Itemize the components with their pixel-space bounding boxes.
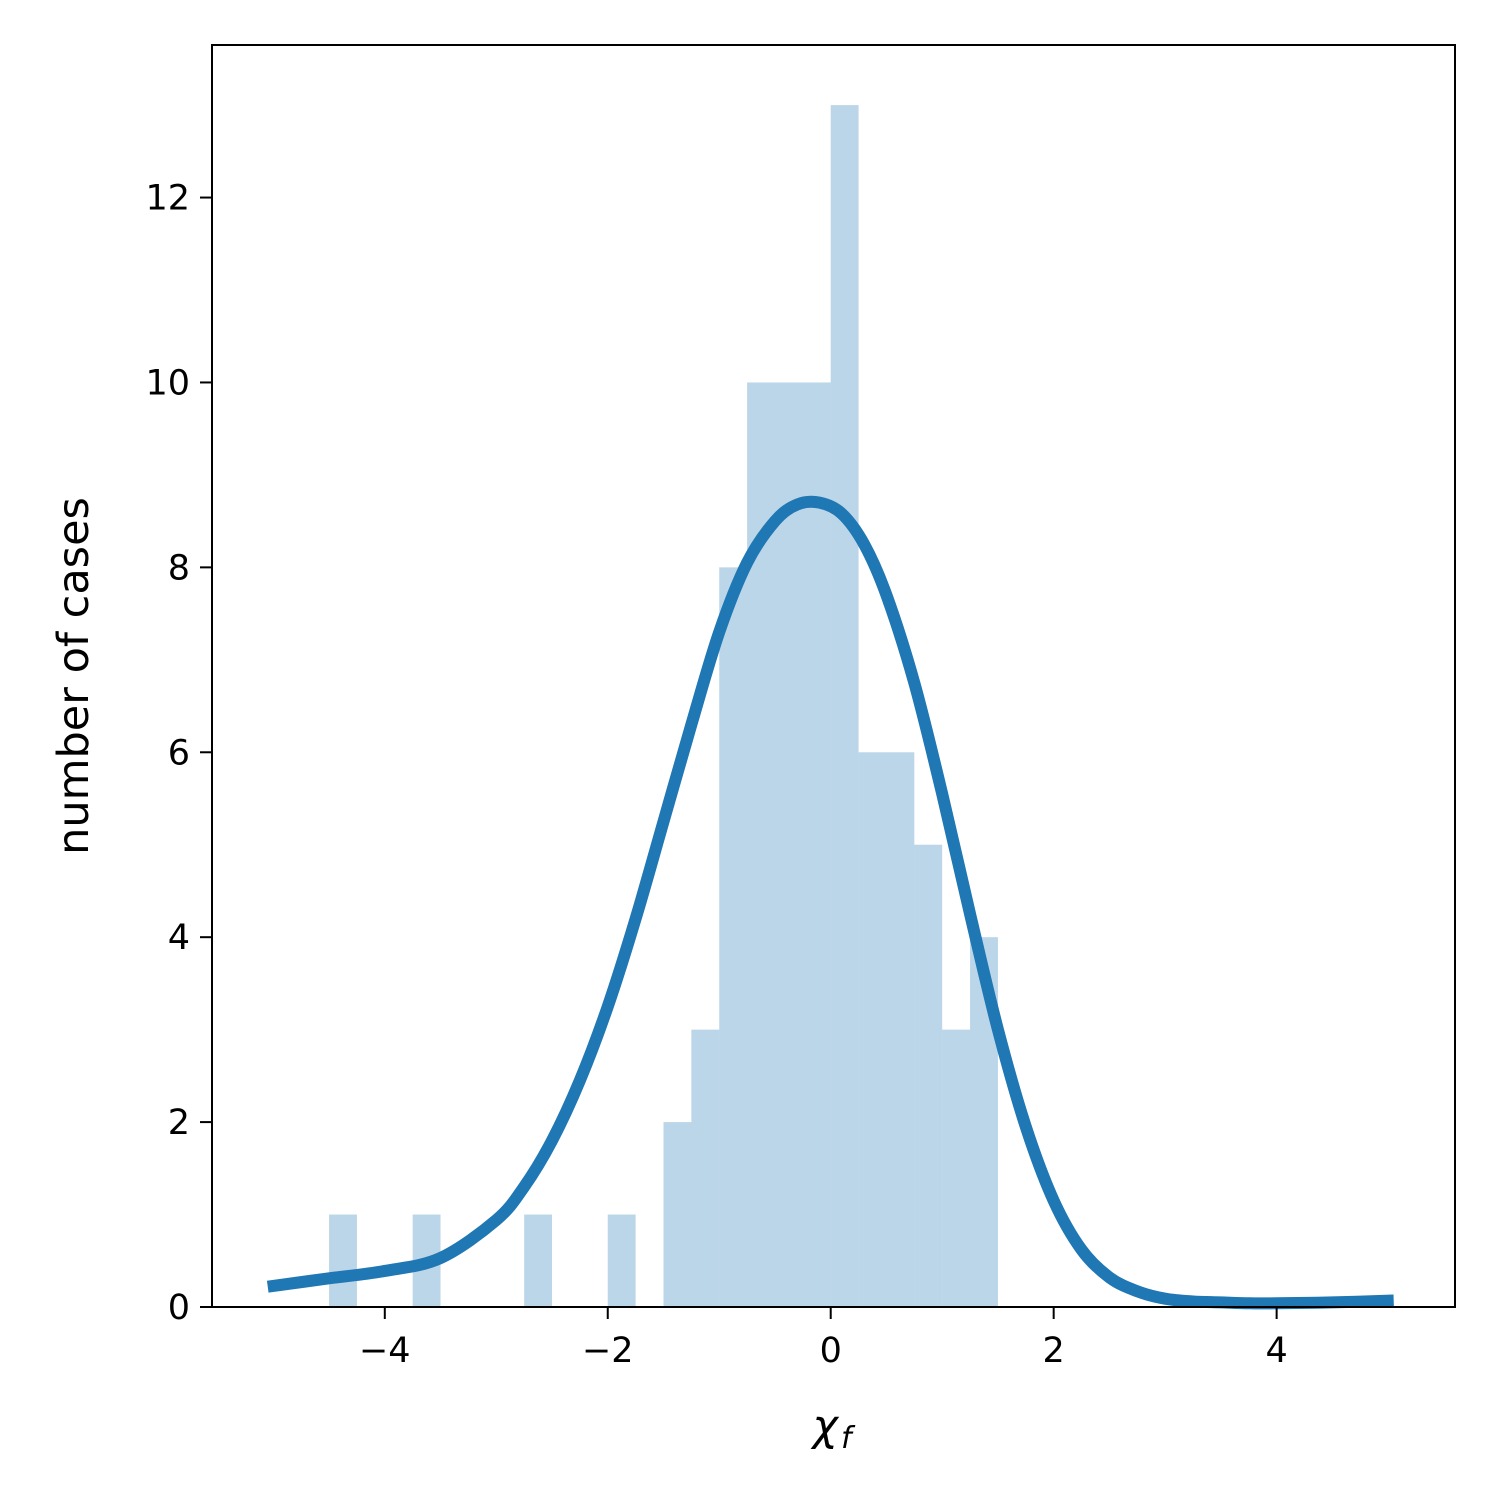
histogram-bar [663, 1122, 692, 1307]
histogram-bars [329, 105, 998, 1308]
y-tick-label: 0 [168, 1288, 190, 1328]
y-tick-label: 12 [145, 179, 190, 219]
y-tick-label: 2 [168, 1103, 190, 1143]
histogram-bar [691, 1029, 720, 1307]
x-tick-label: −4 [359, 1331, 411, 1371]
histogram-bar [858, 752, 887, 1307]
histogram-bar [329, 1214, 357, 1307]
x-tick-label: 2 [1043, 1331, 1065, 1371]
histogram-bar [774, 382, 803, 1307]
histogram-bar [607, 1214, 636, 1307]
y-tick-label: 8 [168, 548, 190, 588]
x-axis-ticks: −4 −2 0 2 4 [359, 1307, 1288, 1371]
histogram-bar [719, 567, 748, 1307]
x-axis-label-symbol: χ [810, 1401, 839, 1451]
y-tick-label: 10 [145, 363, 190, 403]
x-tick-label: 0 [820, 1331, 842, 1371]
histogram-bar [524, 1214, 553, 1307]
y-tick-label: 4 [168, 918, 190, 958]
histogram-bar [802, 382, 831, 1307]
histogram-bar [886, 752, 915, 1307]
histogram-bar [830, 105, 859, 1308]
y-axis-label: number of cases [49, 497, 99, 855]
y-axis-ticks: 0 2 4 6 8 10 12 [145, 179, 212, 1328]
histogram-bar [942, 1029, 971, 1307]
histogram-bar [914, 844, 943, 1307]
fit-curve-line [266, 495, 1394, 1310]
x-tick-label: −2 [582, 1331, 634, 1371]
y-tick-label: 6 [168, 733, 190, 773]
plot-frame [211, 44, 1456, 1308]
x-tick-label: 4 [1265, 1331, 1287, 1371]
fit-curve-layer [266, 495, 1394, 1310]
x-axis-label-subscript: f [841, 1421, 856, 1456]
